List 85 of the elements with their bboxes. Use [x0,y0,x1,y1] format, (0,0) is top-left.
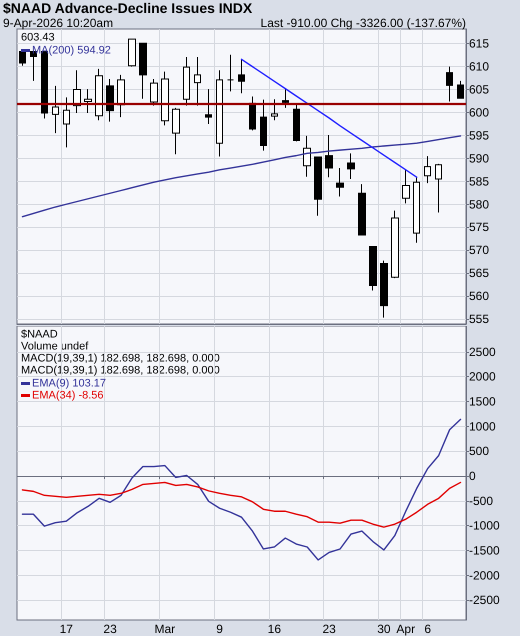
candlestick [106,78,114,122]
candlestick [260,99,267,152]
candlestick [424,156,431,184]
y-tick-label: -2000 [469,568,500,582]
candlestick [183,56,190,106]
legend-label: EMA(9) 103.17 [32,378,106,390]
candlestick [128,38,136,68]
line-series [22,135,462,218]
candlestick [216,70,223,158]
line-series [22,482,462,528]
x-tick-label: 6 [424,622,432,636]
y-tick-label: 555 [469,312,490,326]
y-tick-label: 605 [469,82,490,97]
annotation: Volume undef [21,340,90,352]
candlestick [358,184,366,236]
y-tick-label: 1000 [469,419,496,434]
x-tick-label: Apr [396,622,416,636]
candlestick [73,70,81,114]
y-tick-label: 2000 [469,370,496,384]
candlestick [402,169,410,204]
x-tick-label: 30 [377,622,391,636]
annotation: Last -910.00 Chg -3326.00 (-137.67%) [260,16,466,30]
annotation: $NAAD [21,328,58,340]
y-tick-label: 560 [469,289,490,304]
candlestick [227,54,234,92]
chart-subtitle: 9-Apr-2026 10:20am [3,16,114,30]
candlestick [380,260,388,318]
candlestick [84,88,92,114]
y-tick-label: 590 [469,151,490,166]
candlestick [139,42,147,100]
y-tick-label: -500 [469,494,494,508]
y-tick-label: 1500 [469,394,496,408]
x-tick-label: 17 [60,622,74,636]
x-tick-label: 16 [268,622,282,636]
candlestick [457,80,464,99]
y-tick-label: 585 [469,174,490,188]
y-tick-label: 0 [469,468,476,483]
y-tick-label: 600 [469,106,490,120]
candlestick [446,66,453,102]
candlestick [172,107,180,155]
candlestick [117,74,125,118]
x-tick-label: 9 [216,622,224,636]
candlestick [194,56,201,106]
candlestick [161,71,169,126]
y-tick-label: 595 [469,128,490,142]
candlestick [347,152,355,180]
y-tick-label: 575 [469,220,490,234]
y-tick-label: -1000 [469,518,500,533]
candlestick [293,102,300,142]
candlestick [369,246,377,292]
candlestick [205,88,212,124]
candlestick [52,85,59,134]
y-tick-label: -2500 [469,593,500,608]
line-series [22,418,462,561]
candlestick [95,68,103,121]
candlestick [249,96,256,131]
y-tick-label: -1500 [469,543,500,558]
candlestick [303,135,311,178]
candlestick [391,210,399,279]
candlestick [413,176,420,244]
y-tick-label: 500 [469,444,490,458]
chart-title: $NAAD Advance-Decline Issues INDX [3,0,253,16]
candlestick [63,96,70,148]
line-series [240,58,418,178]
candlestick [238,58,245,94]
y-tick-label: 2500 [469,344,496,359]
candlestick [150,78,158,106]
candlestick [314,156,322,216]
candlestick [282,88,289,108]
y-tick-label: 610 [469,60,490,74]
candlestick [19,50,26,66]
x-tick-label: Mar [154,622,176,636]
annotation: 603.43 [21,32,55,44]
candlestick [336,168,344,197]
y-tick-label: 615 [469,36,490,51]
candlestick [435,163,442,214]
legend-label: MA(200) 594.92 [32,44,111,56]
x-tick-label: 23 [322,622,336,636]
y-tick-label: 570 [469,243,490,258]
candlestick [271,98,278,121]
x-tick-label: 23 [103,622,118,636]
legend-label: EMA(34) -8.56 [32,390,104,402]
y-tick-label: 565 [469,266,490,280]
candlestick [325,134,333,178]
y-tick-label: 580 [469,197,490,212]
